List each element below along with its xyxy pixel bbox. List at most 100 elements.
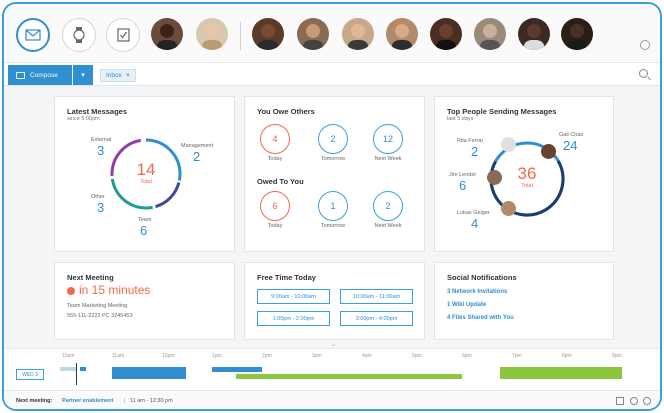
social-link[interactable]: 4 Files Shared with You	[447, 315, 514, 321]
person-name: Rita Ferrar	[457, 138, 484, 144]
day-selector[interactable]: WED 3	[16, 369, 44, 380]
time-tick: 8pm	[562, 353, 572, 359]
social-link[interactable]: 3 Network Invitations	[447, 289, 508, 295]
avatar[interactable]	[561, 18, 593, 50]
avatar[interactable]	[474, 18, 506, 50]
free-time-slot[interactable]: 10:00am - 11:00am	[340, 289, 413, 304]
owed-next-week-ring[interactable]: 2	[373, 191, 403, 221]
time-tick: 5pm	[412, 353, 422, 359]
time-tick: 6pm	[462, 353, 472, 359]
ring-label: Tomorrow	[320, 223, 346, 229]
avatar[interactable]	[151, 18, 183, 50]
person-count: 4	[471, 216, 479, 231]
card-title: Social Notifications	[447, 273, 517, 282]
avatar[interactable]	[342, 18, 374, 50]
footer-label: Next meeting:	[16, 398, 53, 404]
ring-label: Next Week	[374, 156, 402, 162]
footer-bar: Next meeting: Partner enablement | 11 am…	[4, 390, 660, 409]
time-tick: 3pm	[312, 353, 322, 359]
owe-tomorrow-ring[interactable]: 2	[318, 124, 348, 154]
segment-label: Other	[91, 194, 105, 200]
event-bar[interactable]	[212, 367, 262, 372]
free-time-slot[interactable]: 3:00pm - 4:00pm	[340, 311, 413, 326]
settings-icon[interactable]	[640, 40, 650, 50]
footer-time: 11 am - 12:30 pm	[130, 398, 173, 404]
day-timeline[interactable]: 10am 11am 12pm 1pm 2pm 3pm 4pm 5pm 6pm 7…	[4, 348, 660, 390]
owe-next-week-ring[interactable]: 12	[373, 124, 403, 154]
avatar[interactable]	[501, 201, 516, 216]
owed-today-ring[interactable]: 6	[260, 191, 290, 221]
free-time-card[interactable]: Free Time Today 9:00am - 10:00am 10:00am…	[244, 262, 425, 340]
zoom-out-icon[interactable]	[630, 397, 638, 405]
time-tick: 11am	[112, 353, 125, 359]
compose-icon	[16, 71, 25, 79]
card-subtitle: last 5 days	[447, 116, 474, 122]
social-card[interactable]: Social Notifications 3 Network Invitatio…	[434, 262, 614, 340]
segment-value: 3	[97, 200, 105, 215]
owe-today-ring[interactable]: 4	[260, 124, 290, 154]
avatar[interactable]	[252, 18, 284, 50]
free-time-bar[interactable]	[236, 374, 462, 379]
avatar[interactable]	[297, 18, 329, 50]
time-tick: 4pm	[362, 353, 372, 359]
footer-meeting-link[interactable]: Partner enablement	[62, 398, 114, 404]
free-time-bar[interactable]	[500, 367, 622, 379]
person-name: Lukas Geiger	[457, 210, 490, 216]
card-title: Top People Sending Messages	[447, 107, 557, 116]
avatar[interactable]	[487, 170, 502, 185]
people-bar	[4, 4, 660, 62]
ring-label: Tomorrow	[320, 156, 346, 162]
avatar[interactable]	[518, 18, 550, 50]
next-meeting-card[interactable]: Next Meeting in 15 minutes Team Marketin…	[54, 262, 235, 340]
mail-icon[interactable]	[16, 18, 50, 52]
social-link[interactable]: 1 Wiki Update	[447, 302, 487, 308]
person-count: 24	[563, 138, 578, 153]
segment-label: Team	[138, 217, 152, 223]
top-people-card[interactable]: Top People Sending Messages last 5 days …	[434, 96, 614, 252]
meeting-countdown: in 15 minutes	[79, 283, 151, 297]
segment-value: 3	[97, 143, 105, 158]
zoom-in-icon[interactable]	[643, 397, 651, 405]
close-icon[interactable]: ×	[125, 72, 130, 79]
segment-label: Management	[181, 143, 214, 149]
event-bar[interactable]	[80, 367, 86, 371]
event-bar[interactable]	[112, 367, 186, 379]
total-count: 14	[136, 160, 156, 179]
avatar[interactable]	[430, 18, 462, 50]
time-tick: 2pm	[262, 353, 272, 359]
avatar[interactable]	[386, 18, 418, 50]
avatar[interactable]	[501, 137, 516, 152]
footer-separator: |	[124, 398, 126, 404]
chevron-down-icon: ▾	[81, 72, 85, 79]
card-subtitle: Owed To You	[257, 177, 304, 186]
meeting-dial-in[interactable]: 555-111-2222 PC 3245453	[67, 313, 133, 319]
avatar[interactable]	[541, 144, 556, 159]
free-time-slot[interactable]: 9:00am - 10:00am	[257, 289, 330, 304]
event-bar[interactable]	[60, 367, 76, 371]
watch-icon[interactable]	[62, 18, 96, 52]
meeting-name: Team Marketing Meeting	[67, 303, 128, 309]
inbox-filter-tag[interactable]: Inbox ×	[100, 69, 136, 82]
latest-messages-card[interactable]: Latest Messages since 5:00pm 14 Total Ex…	[54, 96, 235, 252]
person-name: Gail Chao	[559, 132, 584, 138]
free-time-slot[interactable]: 1:00pm - 2:00pm	[257, 311, 330, 326]
avatar[interactable]	[196, 18, 228, 50]
search-icon[interactable]	[639, 69, 648, 78]
ring-label: Next Week	[374, 223, 402, 229]
card-title: Free Time Today	[257, 273, 316, 282]
person-count: 2	[471, 144, 479, 159]
task-icon[interactable]	[106, 18, 140, 52]
time-tick: 12pm	[162, 353, 175, 359]
owed-tomorrow-ring[interactable]: 1	[318, 191, 348, 221]
segment-value: 2	[193, 149, 201, 164]
compose-dropdown-button[interactable]: ▾	[73, 65, 93, 85]
grid-view-icon[interactable]	[616, 397, 624, 405]
segment-label: External	[91, 137, 112, 143]
card-title: You Owe Others	[257, 107, 315, 116]
person-count: 6	[459, 178, 467, 193]
compose-button[interactable]: Compose	[8, 65, 72, 85]
ring-label: Today	[267, 223, 283, 229]
chevron-down-icon[interactable]: ⌄	[331, 342, 337, 348]
owe-card[interactable]: You Owe Others 4 Today 2 Tomorrow 12 Nex…	[244, 96, 425, 252]
